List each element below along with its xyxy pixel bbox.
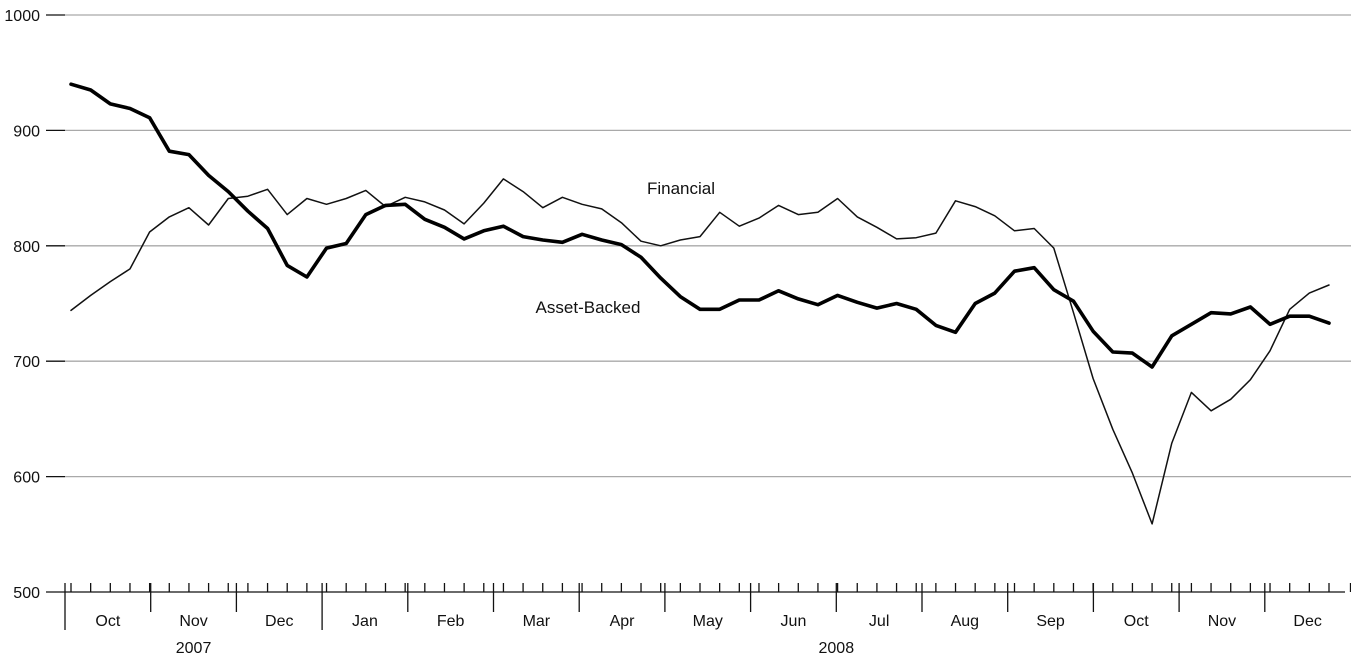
y-tick-label: 800 [13,239,40,256]
x-month-label: Aug [951,613,979,630]
y-tick-label: 1000 [4,8,40,25]
series-label-financial: Financial [647,179,715,198]
y-tick-label: 600 [13,470,40,487]
y-tick-label: 700 [13,354,40,371]
gridlines [65,14,1351,478]
x-month-label: Oct [95,613,120,630]
x-month-label: Oct [1124,613,1149,630]
series-lines [69,82,1331,525]
y-tick-label: 500 [13,585,40,602]
x-month-label: Nov [179,613,207,630]
x-month-label: Dec [1293,613,1321,630]
series-line-asset-backed [69,82,1331,369]
series-label-asset-backed: Asset-Backed [536,298,641,317]
x-month-label: Sep [1036,613,1065,630]
series-line-financial [70,178,1330,525]
x-year-label: 2008 [819,640,855,657]
x-month-label: Feb [437,613,465,630]
x-month-label: Mar [523,613,551,630]
y-axis: 500 600 700 800 900 1000 [4,8,65,602]
x-month-label: Nov [1208,613,1236,630]
x-axis: Oct Nov Dec Jan Feb Mar Apr May Jun Jul Aug Sep Oct N… [64,583,1351,657]
x-month-label: Jan [352,613,378,630]
x-month-label: Apr [610,613,636,630]
x-month-label: Jul [869,613,889,630]
y-tick-label: 900 [13,123,40,140]
x-month-label: Dec [265,613,293,630]
x-year-label: 2007 [176,640,212,657]
x-month-label: Jun [781,613,807,630]
x-month-label: May [693,613,723,630]
